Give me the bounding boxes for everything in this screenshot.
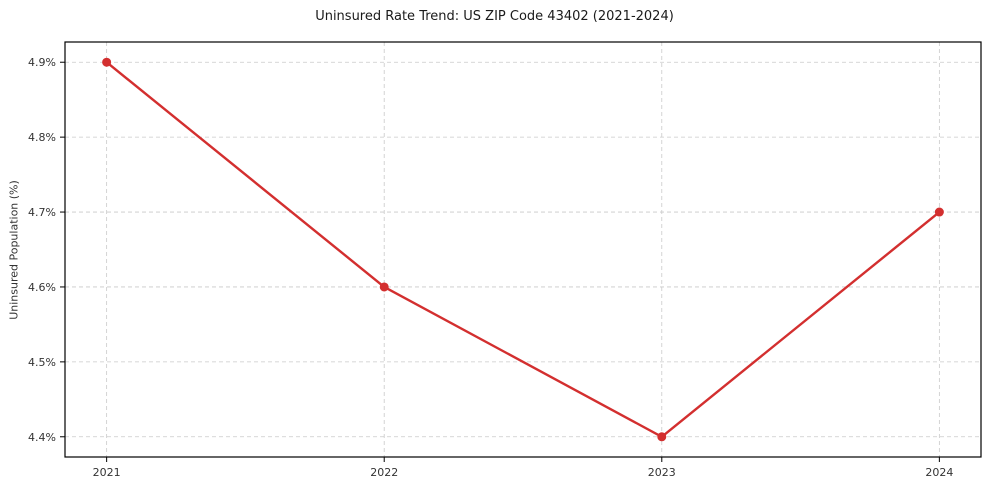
data-point-2024 <box>934 207 944 217</box>
chart-title: Uninsured Rate Trend: US ZIP Code 43402 … <box>315 9 674 24</box>
x-tick-label: 2023 <box>648 466 676 479</box>
y-tick-label: 4.7% <box>28 206 56 219</box>
data-point-2022 <box>379 282 389 292</box>
y-tick-label: 4.8% <box>28 131 56 144</box>
x-tick-label: 2022 <box>370 466 398 479</box>
y-tick-label: 4.6% <box>28 281 56 294</box>
plot-border <box>64 41 982 458</box>
x-tick-label: 2021 <box>93 466 121 479</box>
trend-line <box>105 61 941 438</box>
y-tick-label: 4.4% <box>28 431 56 444</box>
y-tick-label: 4.5% <box>28 356 56 369</box>
y-tick-label: 4.9% <box>28 56 56 69</box>
data-point-2021 <box>102 57 112 67</box>
data-point-2023 <box>657 432 667 442</box>
x-tick-label: 2024 <box>925 466 953 479</box>
